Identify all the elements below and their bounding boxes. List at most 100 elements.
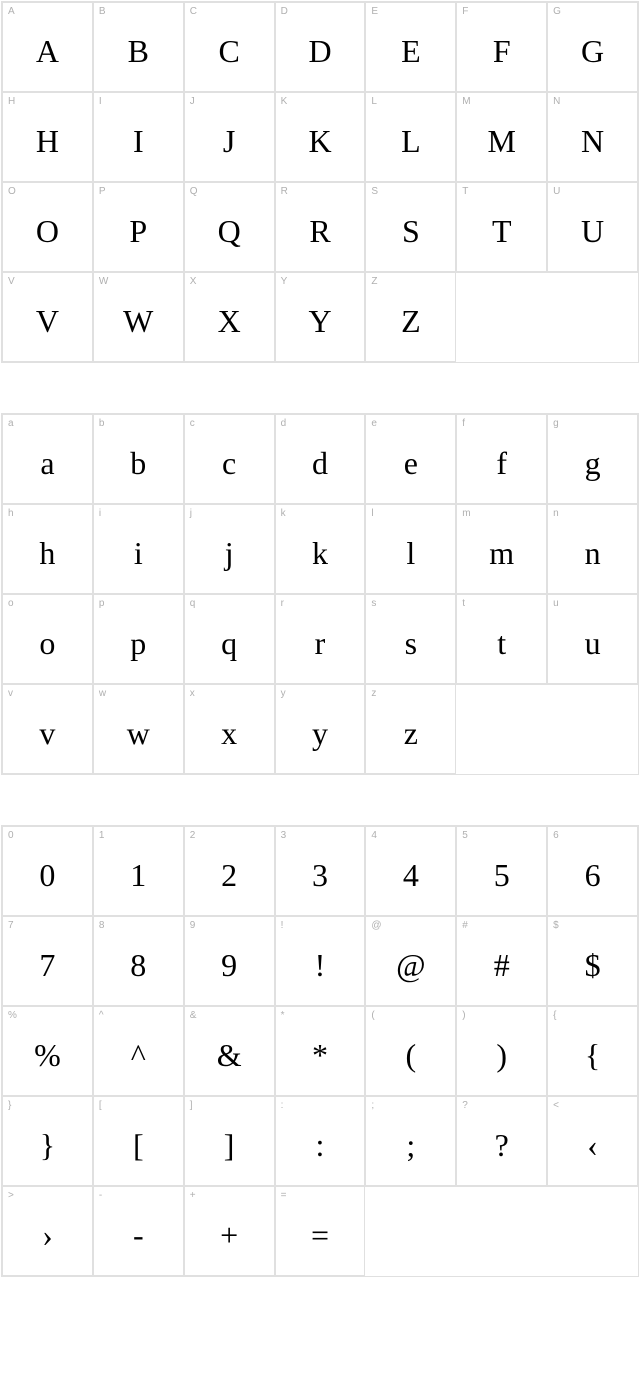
glyph-cell[interactable]: ss bbox=[365, 594, 456, 684]
cell-glyph: D bbox=[276, 3, 365, 91]
glyph-cell[interactable]: GG bbox=[547, 2, 638, 92]
cell-glyph: l bbox=[366, 505, 455, 593]
glyph-cell[interactable]: }} bbox=[2, 1096, 93, 1186]
glyph-cell[interactable]: %% bbox=[2, 1006, 93, 1096]
glyph-cell[interactable]: JJ bbox=[184, 92, 275, 182]
glyph-cell[interactable]: BB bbox=[93, 2, 184, 92]
glyph-cell[interactable]: pp bbox=[93, 594, 184, 684]
glyph-cell[interactable]: mm bbox=[456, 504, 547, 594]
cell-label: K bbox=[281, 96, 288, 107]
glyph-cell[interactable]: SS bbox=[365, 182, 456, 272]
cell-label: I bbox=[99, 96, 102, 107]
glyph-cell[interactable]: HH bbox=[2, 92, 93, 182]
glyph-cell[interactable]: ** bbox=[275, 1006, 366, 1096]
glyph-cell[interactable]: ?? bbox=[456, 1096, 547, 1186]
glyph-cell[interactable]: 55 bbox=[456, 826, 547, 916]
glyph-cell[interactable]: [[ bbox=[93, 1096, 184, 1186]
glyph-cell[interactable]: cc bbox=[184, 414, 275, 504]
glyph-cell[interactable]: PP bbox=[93, 182, 184, 272]
glyph-cell[interactable]: KK bbox=[275, 92, 366, 182]
glyph-cell[interactable]: 33 bbox=[275, 826, 366, 916]
glyph-cell[interactable]: {{ bbox=[547, 1006, 638, 1096]
glyph-cell[interactable]: bb bbox=[93, 414, 184, 504]
glyph-cell[interactable]: vv bbox=[2, 684, 93, 774]
empty-cell bbox=[547, 1186, 638, 1276]
glyph-cell[interactable]: VV bbox=[2, 272, 93, 362]
glyph-cell[interactable]: !! bbox=[275, 916, 366, 1006]
glyph-cell[interactable]: ZZ bbox=[365, 272, 456, 362]
glyph-cell[interactable]: OO bbox=[2, 182, 93, 272]
glyph-cell[interactable]: kk bbox=[275, 504, 366, 594]
glyph-cell[interactable]: tt bbox=[456, 594, 547, 684]
cell-glyph: I bbox=[94, 93, 183, 181]
glyph-cell[interactable]: aa bbox=[2, 414, 93, 504]
glyph-cell[interactable]: == bbox=[275, 1186, 366, 1276]
glyph-cell[interactable]: ^^ bbox=[93, 1006, 184, 1096]
glyph-cell[interactable]: 44 bbox=[365, 826, 456, 916]
glyph-cell[interactable]: uu bbox=[547, 594, 638, 684]
cell-label: C bbox=[190, 6, 197, 17]
glyph-cell[interactable]: rr bbox=[275, 594, 366, 684]
glyph-cell[interactable]: oo bbox=[2, 594, 93, 684]
glyph-cell[interactable]: UU bbox=[547, 182, 638, 272]
glyph-cell[interactable]: DD bbox=[275, 2, 366, 92]
glyph-cell[interactable]: FF bbox=[456, 2, 547, 92]
glyph-cell[interactable]: TT bbox=[456, 182, 547, 272]
glyph-cell[interactable]: gg bbox=[547, 414, 638, 504]
glyph-cell[interactable]: WW bbox=[93, 272, 184, 362]
glyph-cell[interactable]: ff bbox=[456, 414, 547, 504]
glyph-cell[interactable]: AA bbox=[2, 2, 93, 92]
glyph-cell[interactable]: ]] bbox=[184, 1096, 275, 1186]
glyph-cell[interactable]: LL bbox=[365, 92, 456, 182]
glyph-cell[interactable]: qq bbox=[184, 594, 275, 684]
glyph-cell[interactable]: NN bbox=[547, 92, 638, 182]
cell-label: g bbox=[553, 418, 559, 429]
glyph-cell[interactable]: II bbox=[93, 92, 184, 182]
glyph-cell[interactable]: 77 bbox=[2, 916, 93, 1006]
glyph-cell[interactable]: ## bbox=[456, 916, 547, 1006]
cell-label: O bbox=[8, 186, 16, 197]
cell-label: o bbox=[8, 598, 14, 609]
glyph-cell[interactable]: $$ bbox=[547, 916, 638, 1006]
cell-label: & bbox=[190, 1010, 197, 1021]
glyph-cell[interactable]: ll bbox=[365, 504, 456, 594]
cell-label: 2 bbox=[190, 830, 196, 841]
glyph-cell[interactable]: EE bbox=[365, 2, 456, 92]
glyph-cell[interactable]: (( bbox=[365, 1006, 456, 1096]
glyph-cell[interactable]: YY bbox=[275, 272, 366, 362]
glyph-cell[interactable]: yy bbox=[275, 684, 366, 774]
cell-label: 5 bbox=[462, 830, 468, 841]
glyph-cell[interactable]: QQ bbox=[184, 182, 275, 272]
glyph-cell[interactable]: 99 bbox=[184, 916, 275, 1006]
glyph-cell[interactable]: MM bbox=[456, 92, 547, 182]
cell-glyph: 0 bbox=[3, 827, 92, 915]
glyph-cell[interactable]: zz bbox=[365, 684, 456, 774]
glyph-cell[interactable]: @@ bbox=[365, 916, 456, 1006]
glyph-cell[interactable]: >› bbox=[2, 1186, 93, 1276]
glyph-cell[interactable]: ee bbox=[365, 414, 456, 504]
glyph-cell[interactable]: )) bbox=[456, 1006, 547, 1096]
glyph-cell[interactable]: ww bbox=[93, 684, 184, 774]
glyph-cell[interactable]: -- bbox=[93, 1186, 184, 1276]
glyph-cell[interactable]: ++ bbox=[184, 1186, 275, 1276]
cell-glyph: - bbox=[94, 1187, 183, 1275]
glyph-cell[interactable]: RR bbox=[275, 182, 366, 272]
glyph-cell[interactable]: xx bbox=[184, 684, 275, 774]
glyph-cell[interactable]: 66 bbox=[547, 826, 638, 916]
glyph-cell[interactable]: <‹ bbox=[547, 1096, 638, 1186]
glyph-cell[interactable]: :: bbox=[275, 1096, 366, 1186]
glyph-cell[interactable]: 88 bbox=[93, 916, 184, 1006]
glyph-cell[interactable]: && bbox=[184, 1006, 275, 1096]
glyph-cell[interactable]: ;; bbox=[365, 1096, 456, 1186]
glyph-cell[interactable]: CC bbox=[184, 2, 275, 92]
glyph-cell[interactable]: dd bbox=[275, 414, 366, 504]
glyph-cell[interactable]: nn bbox=[547, 504, 638, 594]
glyph-cell[interactable]: 22 bbox=[184, 826, 275, 916]
glyph-cell[interactable]: 11 bbox=[93, 826, 184, 916]
glyph-cell[interactable]: XX bbox=[184, 272, 275, 362]
glyph-cell[interactable]: ii bbox=[93, 504, 184, 594]
cell-label: r bbox=[281, 598, 284, 609]
glyph-cell[interactable]: hh bbox=[2, 504, 93, 594]
glyph-cell[interactable]: 00 bbox=[2, 826, 93, 916]
glyph-cell[interactable]: jj bbox=[184, 504, 275, 594]
